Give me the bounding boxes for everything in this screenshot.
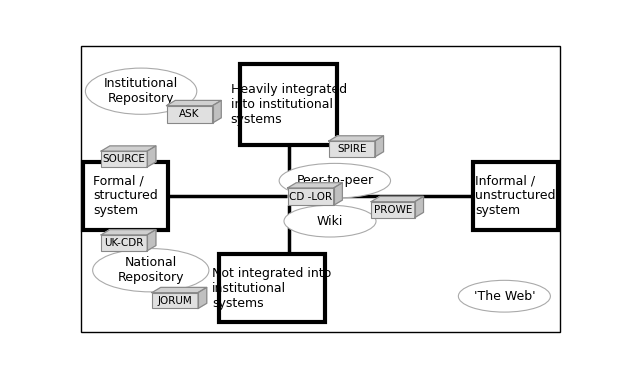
Text: CD -LOR: CD -LOR (289, 192, 332, 202)
FancyBboxPatch shape (101, 235, 147, 251)
Text: National
Repository: National Repository (118, 256, 184, 284)
Polygon shape (375, 136, 384, 157)
FancyBboxPatch shape (473, 162, 558, 230)
Text: Formal /
structured
system: Formal / structured system (93, 174, 158, 217)
FancyBboxPatch shape (241, 64, 338, 145)
Text: 'The Web': 'The Web' (474, 290, 535, 303)
Polygon shape (415, 196, 424, 217)
Polygon shape (329, 136, 384, 141)
Polygon shape (334, 183, 342, 205)
Polygon shape (198, 287, 207, 309)
Polygon shape (166, 100, 221, 106)
Polygon shape (101, 146, 156, 151)
Text: SOURCE: SOURCE (102, 154, 146, 164)
Ellipse shape (279, 164, 391, 198)
FancyBboxPatch shape (152, 292, 198, 309)
Text: Peer-to-peer: Peer-to-peer (296, 174, 373, 187)
Ellipse shape (92, 249, 209, 292)
Polygon shape (147, 230, 156, 251)
Ellipse shape (86, 68, 197, 114)
Polygon shape (213, 100, 221, 123)
FancyBboxPatch shape (81, 46, 560, 332)
Text: Informal /
unstructured
system: Informal / unstructured system (475, 174, 556, 217)
Text: Heavily integrated
into institutional
systems: Heavily integrated into institutional sy… (231, 83, 347, 126)
Polygon shape (152, 287, 207, 292)
FancyBboxPatch shape (83, 162, 168, 230)
FancyBboxPatch shape (288, 188, 334, 205)
Text: UK-CDR: UK-CDR (104, 238, 144, 248)
Text: JORUM: JORUM (158, 296, 192, 306)
Ellipse shape (458, 280, 551, 312)
Text: Not integrated into
institutional
systems: Not integrated into institutional system… (213, 267, 331, 310)
Text: SPIRE: SPIRE (337, 144, 366, 154)
FancyBboxPatch shape (329, 141, 375, 157)
Polygon shape (147, 146, 156, 167)
Text: ASK: ASK (179, 109, 200, 119)
FancyBboxPatch shape (371, 202, 415, 217)
Text: Wiki: Wiki (317, 214, 343, 228)
Ellipse shape (284, 205, 376, 237)
FancyBboxPatch shape (101, 151, 147, 167)
Polygon shape (101, 230, 156, 235)
FancyBboxPatch shape (219, 254, 325, 322)
Polygon shape (371, 196, 424, 202)
FancyBboxPatch shape (166, 106, 212, 123)
Text: PROWE: PROWE (374, 205, 412, 214)
Text: Institutional
Repository: Institutional Repository (104, 77, 178, 105)
Polygon shape (288, 183, 342, 188)
